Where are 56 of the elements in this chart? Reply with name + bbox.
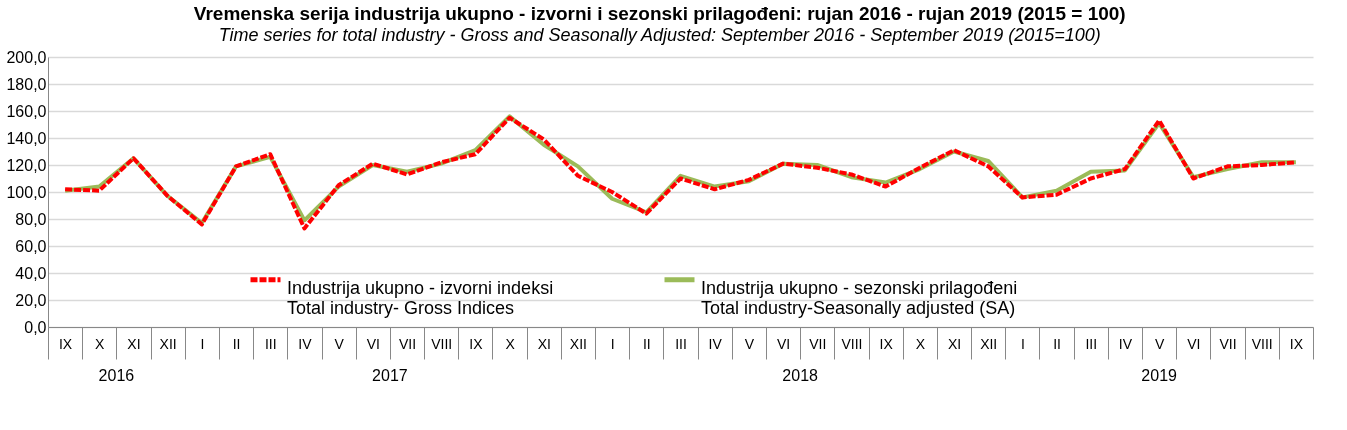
x-tick-label: I	[1020, 335, 1025, 352]
chart-title: Vremenska serija industrija ukupno - izvorni i sezonski prilagođeni: rujan 2016 - rujan 2019 (2015 = 100)	[193, 3, 1126, 24]
x-tick-label: III	[1085, 335, 1098, 352]
y-tick-label: 140,0	[6, 129, 47, 147]
legend-label: Industrija ukupno - sezonski prilagođeni Total industry-Seasonally adjusted (SA)	[701, 277, 1018, 318]
x-tick-label: IV	[708, 335, 723, 352]
x-tick-label: V	[334, 335, 345, 352]
x-tick-label: XI	[537, 335, 551, 352]
x-tick-label: X	[95, 335, 106, 352]
text: 2019	[1141, 367, 1178, 384]
x-tick-label: IV	[1118, 335, 1133, 352]
y-tick-label: 200,0	[6, 48, 47, 66]
x-tick-label: VI	[1187, 335, 1201, 352]
y-tick-label: 80,0	[15, 210, 47, 228]
text: 2018	[782, 367, 819, 384]
x-tick-label: VI	[776, 335, 791, 352]
x-tick-label: VI	[366, 335, 380, 352]
x-tick-label: XII	[569, 335, 587, 352]
y-tick-label: 20,0	[15, 291, 47, 309]
x-tick-label: IX	[879, 335, 894, 352]
x-tick-label: XI	[127, 335, 141, 352]
x-tick-label: III	[675, 335, 687, 352]
x-tick-label: II	[232, 335, 241, 352]
x-tick-label: IX	[58, 335, 73, 352]
x-tick-label: VII	[1219, 335, 1237, 352]
y-tick-label: 40,0	[15, 264, 47, 282]
x-tick-label: I	[200, 335, 205, 352]
x-tick-label: XII	[159, 335, 177, 352]
x-tick-label: V	[744, 335, 755, 352]
legend-label: Industrija ukupno - izvorni indeksi Total industry- Gross Indices	[287, 277, 554, 318]
x-tick-label: II	[1053, 335, 1061, 352]
x-tick-label: XI	[947, 335, 962, 352]
y-tick-label: 120,0	[6, 156, 47, 174]
x-tick-label: VII	[398, 335, 417, 352]
x-tick-label: XII	[980, 335, 998, 352]
x-tick-label: X	[505, 335, 516, 352]
y-tick-label: 0,0	[24, 318, 47, 336]
chart-subtitle: Time series for total industry - Gross and Seasonally Adjusted: September 2016 - September 2019 (2015=100)	[218, 25, 1101, 45]
x-tick-label: III	[264, 335, 277, 352]
y-tick-label: 60,0	[15, 237, 47, 255]
x-tick-label: VIII	[431, 335, 453, 352]
x-tick-label: IX	[1289, 335, 1304, 352]
x-tick-label: IX	[469, 335, 484, 352]
text: 2017	[372, 367, 408, 384]
text: 2016	[98, 367, 135, 384]
x-tick-label: VIII	[841, 335, 863, 352]
x-tick-label: V	[1154, 335, 1165, 352]
x-tick-label: X	[915, 335, 926, 352]
y-tick-label: 100,0	[6, 183, 47, 201]
x-tick-label: II	[642, 335, 651, 352]
y-tick-label: 160,0	[6, 102, 47, 120]
x-tick-label: VII	[809, 335, 827, 352]
y-tick-label: 180,0	[6, 75, 47, 93]
x-tick-label: IV	[298, 335, 313, 352]
x-tick-label: I	[610, 335, 615, 352]
x-tick-label: VIII	[1251, 335, 1273, 352]
